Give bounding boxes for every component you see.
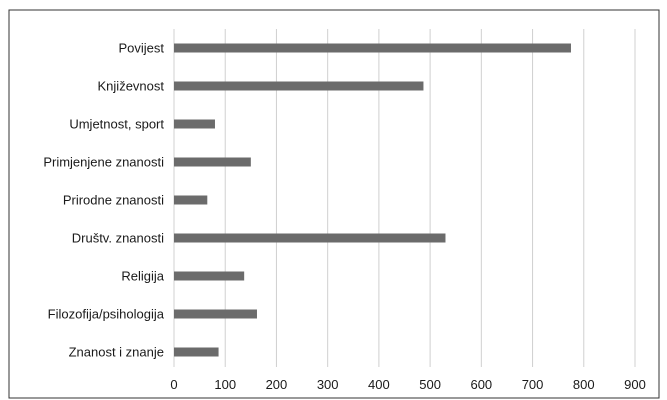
- bar: [174, 81, 424, 91]
- bar: [174, 347, 219, 357]
- category-label: Povijest: [118, 41, 164, 56]
- category-label: Društv. znanosti: [72, 231, 164, 246]
- bar: [174, 233, 446, 243]
- category-label: Prirodne znanosti: [63, 193, 164, 208]
- x-tick-label: 900: [624, 377, 646, 392]
- x-tick-label: 0: [170, 377, 177, 392]
- bar: [174, 195, 208, 205]
- bar: [174, 309, 257, 319]
- bars: [174, 43, 571, 357]
- category-label: Religija: [121, 269, 164, 284]
- category-label: Znanost i znanje: [69, 345, 164, 360]
- category-label: Filozofija/psihologija: [48, 307, 165, 322]
- bar: [174, 157, 251, 167]
- x-tick-label: 400: [368, 377, 390, 392]
- category-label: Primjenjene znanosti: [43, 155, 164, 170]
- x-tick-label: 100: [214, 377, 236, 392]
- category-label: Književnost: [98, 79, 165, 94]
- category-label: Umjetnost, sport: [69, 117, 164, 132]
- x-tick-label: 200: [266, 377, 288, 392]
- x-tick-label: 600: [470, 377, 492, 392]
- chart-frame: [8, 9, 660, 399]
- x-tick-label: 700: [522, 377, 544, 392]
- bar: [174, 43, 571, 53]
- x-tick-label: 800: [573, 377, 595, 392]
- x-tick-label: 500: [419, 377, 441, 392]
- bar: [174, 271, 245, 281]
- x-tick-labels: 0 100 200 300 400 500 600 700 800 900: [170, 377, 645, 392]
- category-labels: Povijest Književnost Umjetnost, sport Primj…: [43, 41, 164, 360]
- x-tick-label: 300: [317, 377, 339, 392]
- bar: [174, 119, 215, 129]
